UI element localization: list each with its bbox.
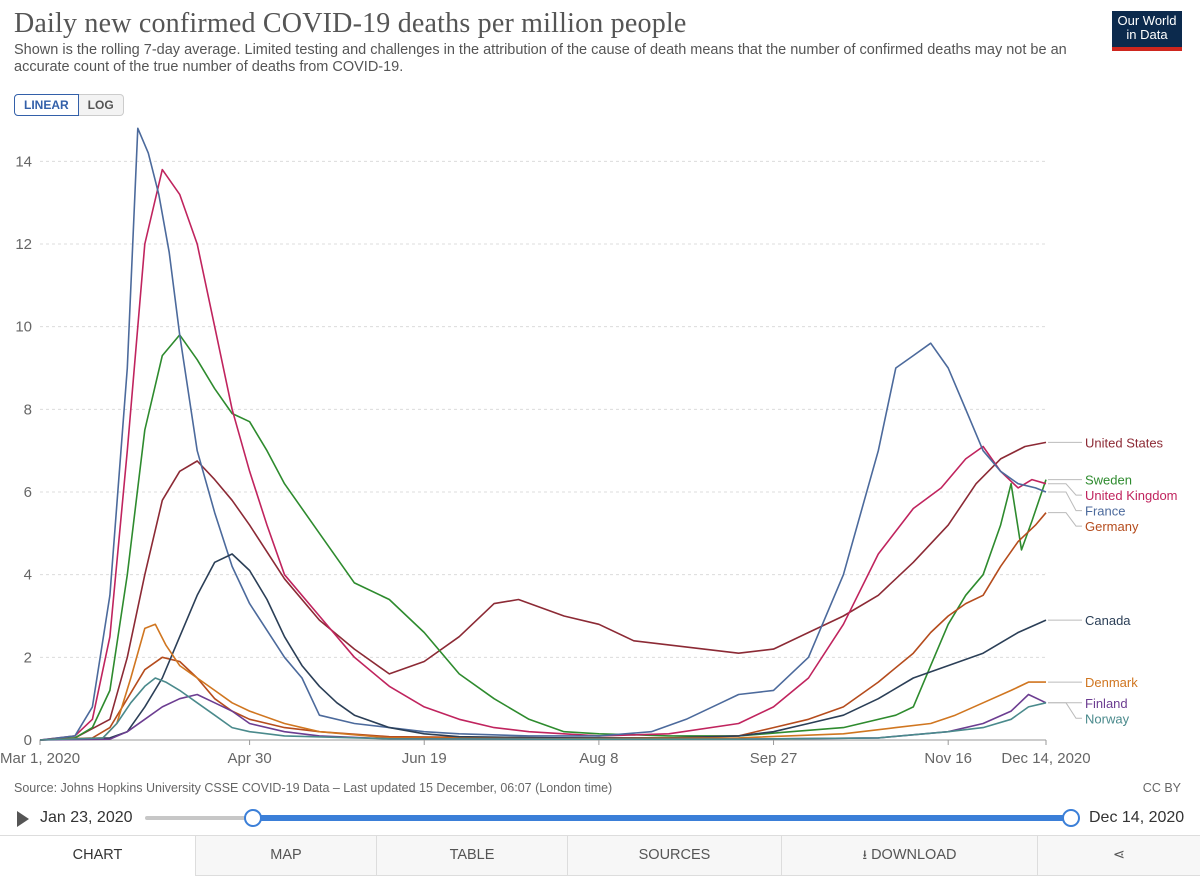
x-tick-label: Nov 16: [924, 750, 972, 767]
tab-download-label: DOWNLOAD: [871, 847, 957, 863]
x-tick-label: Dec 14, 2020: [1001, 750, 1090, 767]
tab-download[interactable]: ⭳ DOWNLOAD: [781, 836, 1037, 876]
series-end-label: France: [1085, 504, 1125, 519]
timeline-start-handle[interactable]: [244, 809, 262, 827]
legend-connector: [1048, 491, 1082, 512]
tab-map[interactable]: MAP: [195, 836, 376, 876]
series-end-label: Norway: [1085, 711, 1130, 726]
series-line: [39, 693, 1047, 741]
y-tick-label: 14: [15, 153, 32, 170]
y-tick-label: 12: [15, 236, 32, 253]
legend-connector: [1048, 702, 1082, 719]
y-tick-label: 0: [24, 732, 32, 749]
download-icon: ⭳: [862, 847, 868, 862]
tab-share[interactable]: ⋖: [1037, 836, 1200, 876]
license-link[interactable]: CC BY: [1142, 781, 1181, 795]
scale-toggle: LINEAR LOG: [14, 94, 124, 116]
x-tick-label: Mar 1, 2020: [0, 750, 80, 767]
logo-line-1: Our World: [1117, 13, 1177, 28]
y-tick-label: 4: [24, 567, 32, 584]
series-end-label: Canada: [1085, 613, 1131, 628]
y-tick-label: 10: [15, 319, 32, 336]
legend-connector: [1048, 512, 1082, 527]
timeline-end-label: Dec 14, 2020: [1089, 809, 1185, 826]
series-end-label: United States: [1085, 435, 1164, 450]
series-end-label: United Kingdom: [1085, 488, 1178, 503]
x-tick-label: Apr 30: [227, 750, 271, 767]
linear-scale-button[interactable]: LINEAR: [14, 94, 79, 116]
log-scale-button[interactable]: LOG: [78, 94, 124, 116]
series-end-label: Germany: [1085, 519, 1139, 534]
y-tick-label: 8: [24, 401, 32, 418]
tab-chart[interactable]: CHART: [0, 836, 195, 876]
series-line: [39, 334, 1047, 741]
series-line: [39, 553, 1047, 741]
share-icon: ⋖: [1112, 847, 1126, 863]
y-tick-label: 6: [24, 484, 32, 501]
series-end-label: Finland: [1085, 696, 1128, 711]
timeline-end-handle[interactable]: [1062, 809, 1080, 827]
timeline-selected-range: [253, 815, 1071, 821]
chart-title: Daily new confirmed COVID-19 deaths per …: [14, 8, 687, 39]
timeline-start-label: Jan 23, 2020: [40, 809, 133, 826]
series-line: [39, 441, 1047, 741]
source-note: Source: Johns Hopkins University CSSE CO…: [14, 781, 613, 795]
owid-logo[interactable]: Our World in Data: [1112, 11, 1182, 51]
series-line: [39, 127, 1047, 741]
tab-bar: CHART MAP TABLE SOURCES ⭳ DOWNLOAD ⋖: [0, 835, 1200, 876]
tab-table[interactable]: TABLE: [376, 836, 567, 876]
x-tick-label: Sep 27: [750, 750, 798, 767]
x-tick-label: Jun 19: [402, 750, 447, 767]
timeline: Jan 23, 2020 Dec 14, 2020: [0, 803, 1200, 833]
legend-connector: [1048, 483, 1082, 496]
series-line: [39, 677, 1047, 741]
series-end-label: Denmark: [1085, 675, 1138, 690]
y-tick-label: 2: [24, 649, 32, 666]
play-icon[interactable]: [17, 811, 29, 827]
chart-subtitle: Shown is the rolling 7-day average. Limi…: [14, 42, 1067, 75]
series-line: [39, 512, 1047, 741]
series-line: [39, 168, 1047, 741]
line-chart: 0 2 4 6 8 10 12 14 Mar 1, 2020 Apr 30 Jun 19 Aug 8 S…: [0, 127, 1178, 767]
x-tick-label: Aug 8: [579, 750, 618, 767]
series-end-label: Sweden: [1085, 473, 1132, 488]
series-line: [39, 623, 1046, 741]
logo-line-2: in Data: [1126, 27, 1168, 42]
tab-sources[interactable]: SOURCES: [567, 836, 781, 876]
